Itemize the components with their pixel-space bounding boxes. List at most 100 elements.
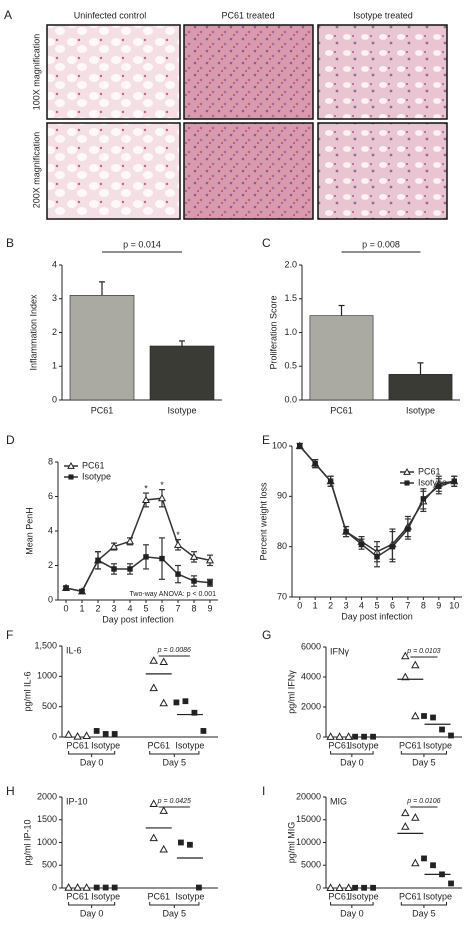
marker xyxy=(421,855,427,862)
marker xyxy=(344,732,353,740)
legend-label: PC61 xyxy=(418,466,441,476)
y-tick-label: 0 xyxy=(52,394,57,404)
y-tick-label: 0 xyxy=(316,882,321,892)
y-tick-label: 0.0 xyxy=(284,394,297,404)
bar xyxy=(388,374,453,401)
marker xyxy=(143,554,149,560)
x-tick-label: 6 xyxy=(159,603,164,613)
marker xyxy=(326,732,335,740)
panel-label: I xyxy=(262,784,265,798)
y-axis-label: Percent weight loss xyxy=(258,482,268,561)
group-label: Day 0 xyxy=(80,908,104,918)
x-tick-label: 4 xyxy=(127,603,132,613)
marker xyxy=(430,862,436,869)
marker xyxy=(157,493,167,502)
marker xyxy=(173,540,183,548)
y-tick-label: 1500 xyxy=(37,814,57,824)
x-tick-label: Isotype xyxy=(406,405,435,415)
chart-title: MIG xyxy=(330,796,347,806)
y-tick-label: 1000 xyxy=(37,671,57,681)
y-tick-label: 1.5 xyxy=(284,293,297,303)
marker xyxy=(189,552,199,560)
x-tick-label: PC61 xyxy=(328,891,351,901)
x-tick-label: 6 xyxy=(390,600,395,610)
marker xyxy=(64,730,73,738)
row-header: 100X magnification xyxy=(31,34,41,111)
marker xyxy=(312,460,318,467)
x-tick-label: 1 xyxy=(79,603,84,613)
marker xyxy=(421,713,427,719)
histology-image xyxy=(317,122,448,220)
marker xyxy=(401,651,410,660)
marker xyxy=(191,709,198,716)
legend-label: Isotype xyxy=(82,471,111,481)
marker xyxy=(451,478,457,484)
x-tick-label: Isotype xyxy=(350,740,379,750)
x-tick-label: 10 xyxy=(449,600,459,610)
marker xyxy=(175,571,181,577)
marker xyxy=(141,495,151,504)
marker xyxy=(79,588,85,595)
y-axis-label: pg/ml IP-10 xyxy=(22,819,32,865)
y-tick-label: 1,500 xyxy=(34,640,57,650)
marker xyxy=(149,683,158,692)
y-axis-label: Proliferation Score xyxy=(268,295,278,369)
marker xyxy=(111,731,118,737)
marker xyxy=(109,542,119,550)
marker xyxy=(125,537,135,545)
marker xyxy=(102,731,109,737)
y-tick-label: 4000 xyxy=(301,671,321,681)
x-tick-label: PC61 xyxy=(399,891,422,901)
x-tick-label: Isotype xyxy=(423,740,452,750)
y-tick-label: 10000 xyxy=(296,837,321,847)
annotation: p = 0.0103 xyxy=(406,648,440,655)
marker xyxy=(187,841,193,848)
panel-label: G xyxy=(262,628,271,642)
y-tick-label: 2 xyxy=(52,327,57,337)
y-tick-label: 2.0 xyxy=(284,259,297,269)
y-tick-label: 6 xyxy=(48,491,53,501)
marker xyxy=(102,884,109,891)
annotation: p = 0.0425 xyxy=(157,798,191,805)
legend-marker xyxy=(67,461,75,469)
bar xyxy=(309,315,374,401)
legend-label: Isotype xyxy=(418,477,447,487)
y-tick-label: 0 xyxy=(48,594,53,604)
panel-label: A xyxy=(4,8,12,22)
x-tick-label: 2 xyxy=(95,603,100,613)
x-tick-label: 0 xyxy=(63,603,68,613)
x-tick-label: 8 xyxy=(421,600,426,610)
marker xyxy=(149,656,158,664)
marker xyxy=(149,799,158,808)
marker xyxy=(93,884,100,891)
annotation: p = 0.0086 xyxy=(157,647,191,654)
marker xyxy=(448,732,454,739)
y-tick-label: 0 xyxy=(52,882,57,892)
x-tick-label: Isotype xyxy=(91,891,120,901)
group-bracket xyxy=(149,751,200,757)
y-tick-label: 500 xyxy=(42,701,57,711)
chart-title: IFNγ xyxy=(330,646,349,656)
legend-marker xyxy=(68,474,74,480)
group-label: Day 0 xyxy=(80,757,104,767)
y-tick-label: 6000 xyxy=(301,641,321,651)
marker xyxy=(159,698,168,707)
marker xyxy=(182,698,189,705)
histology-images xyxy=(46,24,448,220)
marker xyxy=(401,808,410,817)
marker xyxy=(335,883,344,891)
x-tick-label: 0 xyxy=(297,600,302,610)
x-tick-label: PC61 xyxy=(330,405,353,415)
marker xyxy=(73,731,82,740)
legend-label: PC61 xyxy=(82,460,105,470)
marker xyxy=(436,483,442,489)
annotation: p = 0.014 xyxy=(123,239,161,249)
column-header: Uninfected control xyxy=(74,10,147,20)
y-tick-label: 80 xyxy=(277,541,287,551)
marker xyxy=(401,822,410,830)
marker xyxy=(352,884,358,891)
y-tick-label: 2 xyxy=(48,560,53,570)
marker xyxy=(335,732,344,740)
marker xyxy=(196,884,202,891)
marker xyxy=(411,660,420,669)
